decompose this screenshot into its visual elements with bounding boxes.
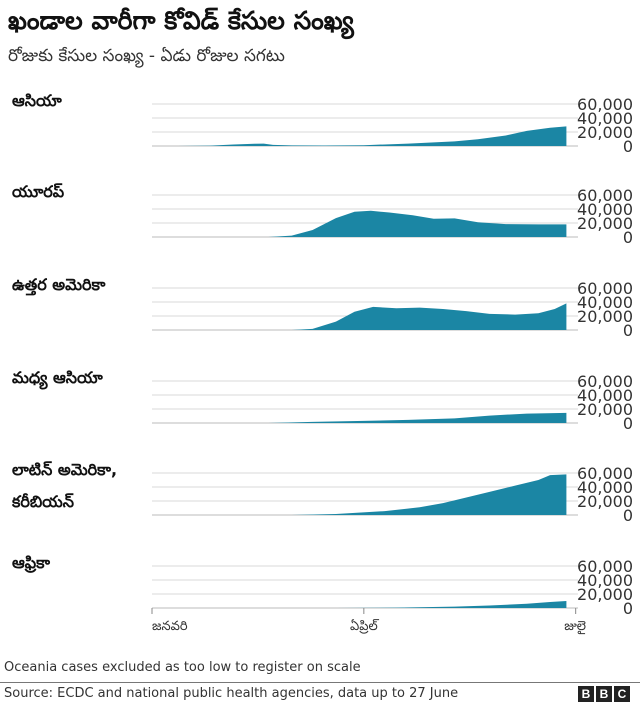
y-tick-label: 20,000 [577, 123, 633, 142]
y-tick-label: 0 [623, 228, 633, 247]
logo-letter-c: C [614, 686, 630, 702]
y-tick-label: 20,000 [577, 214, 633, 233]
bbc-logo: B B C [578, 686, 630, 702]
y-tick-label: 40,000 [577, 293, 633, 312]
footnote: Oceania cases excluded as too low to reg… [4, 660, 361, 675]
y-tick-label: 60,000 [577, 464, 633, 483]
y-tick-label: 60,000 [577, 279, 633, 298]
y-tick-label: 0 [623, 321, 633, 340]
small-multiples-chart: 60,00040,00020,0000ఆసియా60,00040,00020,0… [11, 91, 633, 635]
y-tick-label: 40,000 [577, 109, 633, 128]
region-label: యూరప్ [12, 182, 65, 201]
y-tick-label: 40,000 [577, 478, 633, 497]
y-tick-label: 40,000 [577, 386, 633, 405]
y-tick-label: 60,000 [577, 95, 633, 114]
y-tick-label: 40,000 [577, 571, 633, 590]
region-label: లాటిన్ అమెరికా, [12, 460, 117, 479]
x-tick-label: జనవరి [152, 619, 188, 634]
y-tick-label: 20,000 [577, 492, 633, 511]
y-tick-label: 60,000 [577, 186, 633, 205]
area-series-5 [152, 474, 567, 515]
area-series-4 [152, 412, 567, 423]
area-series-6 [152, 601, 567, 608]
y-tick-label: 0 [623, 137, 633, 156]
y-tick-label: 0 [623, 599, 633, 618]
region-label: మధ్య ఆసియా [12, 368, 103, 390]
x-tick-label: జులై [564, 619, 586, 635]
region-label: కరీబియన్ [11, 492, 74, 511]
area-series-2 [152, 210, 567, 237]
y-tick-label: 40,000 [577, 200, 633, 219]
y-tick-label: 20,000 [577, 585, 633, 604]
y-tick-label: 60,000 [577, 557, 633, 576]
chart-title: ఖండాల వారీగా కోవిడ్ కేసుల సంఖ్య [8, 6, 354, 35]
chart-subtitle: రోజుకు కేసుల సంఖ్య - ఏడు రోజుల సగటు [8, 46, 285, 66]
region-label: ఆసియా [12, 91, 62, 110]
y-tick-label: 60,000 [577, 372, 633, 391]
x-tick-label: ఏప్రిల్ [350, 619, 379, 634]
area-series-3 [152, 303, 567, 330]
y-tick-label: 20,000 [577, 307, 633, 326]
y-tick-label: 0 [623, 414, 633, 433]
y-tick-label: 0 [623, 506, 633, 525]
region-label: ఆఫ్రికా [12, 553, 50, 573]
logo-letter-b2: B [596, 686, 612, 702]
footer-divider [0, 682, 640, 683]
source-line: Source: ECDC and national public health … [4, 686, 459, 701]
area-series-1 [152, 126, 567, 146]
y-tick-label: 20,000 [577, 400, 633, 419]
logo-letter-b1: B [578, 686, 594, 702]
region-label: ఉత్తర అమెరికా [12, 275, 105, 296]
